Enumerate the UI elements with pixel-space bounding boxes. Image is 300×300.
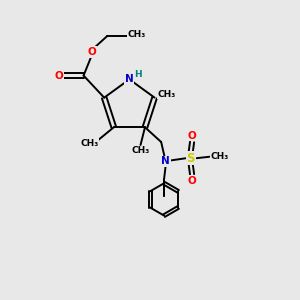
Text: O: O <box>87 47 96 57</box>
Text: O: O <box>188 130 197 140</box>
Text: CH₃: CH₃ <box>128 30 146 39</box>
Text: N: N <box>125 74 134 84</box>
Text: CH₃: CH₃ <box>211 152 229 161</box>
Text: H: H <box>134 70 141 79</box>
Text: O: O <box>188 176 197 186</box>
Text: CH₃: CH₃ <box>80 139 98 148</box>
Text: S: S <box>186 152 195 165</box>
Text: O: O <box>54 70 63 81</box>
Text: CH₃: CH₃ <box>131 146 150 155</box>
Text: CH₃: CH₃ <box>158 90 176 99</box>
Text: N: N <box>161 156 170 166</box>
